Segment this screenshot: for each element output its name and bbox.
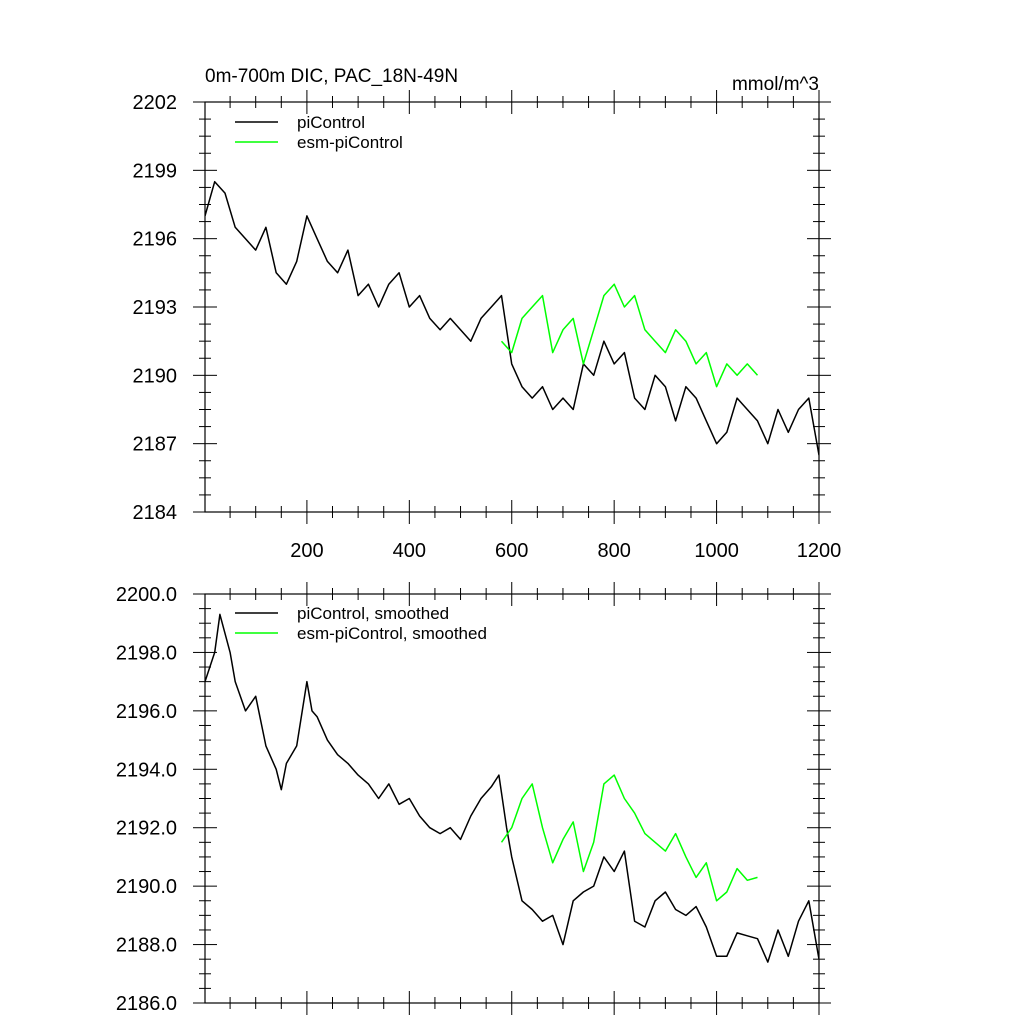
y-tick-label: 2196 xyxy=(133,229,178,251)
y-tick-label: 2199 xyxy=(133,160,178,182)
series-line-1 xyxy=(205,613,819,963)
x-tick-label: 600 xyxy=(495,540,528,562)
y-tick-label: 2193 xyxy=(133,297,178,319)
y-tick-label: 2188.0 xyxy=(116,935,177,957)
chart-title: 0m-700m DIC, PAC_18N-49N xyxy=(205,66,458,87)
y-tick-label: 2190 xyxy=(133,365,178,387)
series-line-1 xyxy=(205,180,819,456)
x-tick-label: 1000 xyxy=(694,540,739,562)
x-tick-label: 1200 xyxy=(797,540,842,562)
legend-label: esm-piControl, smoothed xyxy=(297,624,487,643)
x-tick-label: 200 xyxy=(290,540,323,562)
chart-panel-2: 2186.0 2188.0 2190.0 2192.0 2194.0 2196.0 2198… xyxy=(116,582,831,1015)
y-tick-label: 2187 xyxy=(133,434,178,456)
legend-label: esm-piControl xyxy=(297,133,403,152)
y-tick-label: 2186.0 xyxy=(116,993,177,1015)
y-tick-label: 2190.0 xyxy=(116,876,177,898)
y-tick-label: 2184 xyxy=(133,502,178,524)
y-tick-label: 2192.0 xyxy=(116,818,177,840)
chart-panel-1: 200 400 600 800 1000 1200 2184 2187 2190 2193 2196… xyxy=(133,66,842,562)
legend-label: piControl, smoothed xyxy=(297,604,449,623)
series-line-2 xyxy=(500,774,758,902)
x-tick-label: 400 xyxy=(393,540,426,562)
units-label: mmol/m^3 xyxy=(732,74,819,95)
legend-label: piControl xyxy=(297,113,365,132)
x-tick-label: 800 xyxy=(597,540,630,562)
y-tick-label: 2198.0 xyxy=(116,642,177,664)
y-tick-label: 2194.0 xyxy=(116,759,177,781)
series-line-2 xyxy=(500,283,759,388)
y-tick-label: 2202 xyxy=(133,92,178,114)
y-tick-label: 2200.0 xyxy=(116,584,177,606)
plot-frame xyxy=(204,101,820,513)
plot-frame xyxy=(204,593,820,1004)
y-tick-label: 2196.0 xyxy=(116,701,177,723)
